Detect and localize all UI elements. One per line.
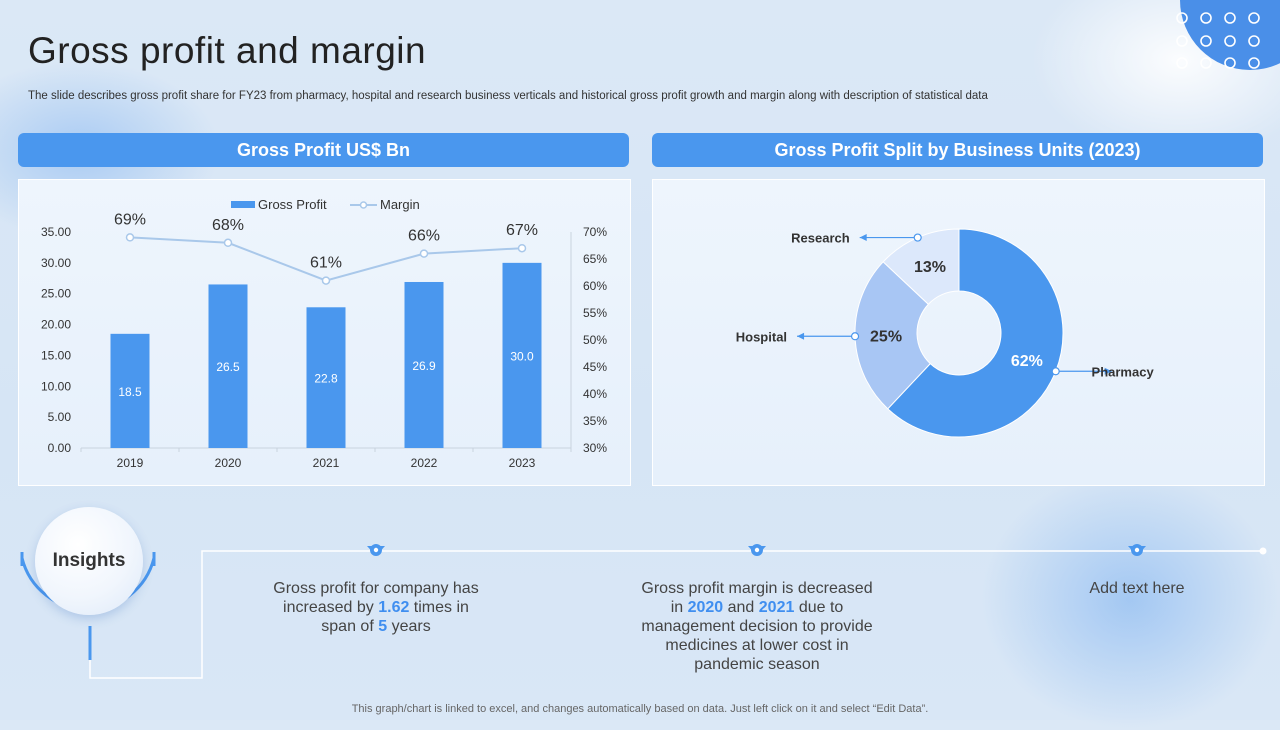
- legend-marker: [359, 201, 368, 209]
- gross-profit-bar[interactable]: [404, 281, 444, 448]
- chart-legend: Gross Profit Margin: [231, 197, 420, 212]
- left-panel-header: Gross Profit US$ Bn: [18, 133, 629, 167]
- margin-value-label: 67%: [506, 222, 538, 239]
- business-split-chart[interactable]: 62% Pharmacy 25% Hospital 13% Research: [653, 180, 1264, 485]
- margin-value-label: 61%: [310, 255, 342, 272]
- y-right-tick-label: 50%: [583, 333, 607, 347]
- slice-value-label: 13%: [914, 259, 946, 276]
- bar-value-label: 30.0: [510, 349, 534, 363]
- donut-slice-pharmacy[interactable]: [887, 228, 1064, 438]
- y-right-tick-label: 65%: [583, 252, 607, 266]
- bar-value-label: 18.5: [118, 385, 142, 399]
- gross-profit-bar[interactable]: [208, 284, 248, 448]
- dot-grid-decoration: [1176, 12, 1260, 69]
- y-left-tick-label: 0.00: [48, 441, 72, 455]
- y-left-tick-label: 35.00: [41, 225, 71, 239]
- margin-point[interactable]: [517, 243, 527, 253]
- right-panel-header: Gross Profit Split by Business Units (20…: [652, 133, 1263, 167]
- insights-timeline: [89, 544, 1267, 679]
- margin-point[interactable]: [223, 238, 233, 248]
- margin-point[interactable]: [125, 233, 135, 242]
- slice-value-label: 62%: [1011, 353, 1043, 370]
- bar-chart-panel: 0.00 5.00 10.00 15.00 20.00 25.00 30.00 35.00 30…: [18, 179, 631, 486]
- bar-value-label: 26.9: [412, 359, 436, 373]
- insight-2: Gross profit margin is decreased in 2020…: [641, 580, 873, 673]
- margin-point[interactable]: [419, 249, 429, 258]
- insight-1: Gross profit for company has increased b…: [273, 580, 479, 635]
- y-left-tick-label: 25.00: [41, 287, 71, 301]
- bar-value-label: 22.8: [314, 372, 338, 386]
- x-tick-label: 2022: [411, 456, 438, 470]
- leader-dot: [913, 233, 922, 242]
- margin-point[interactable]: [321, 276, 331, 285]
- leader-arrow: [797, 332, 805, 340]
- donut-chart-panel: 62% Pharmacy 25% Hospital 13% Research: [652, 179, 1265, 486]
- margin-value-label: 66%: [408, 228, 440, 245]
- x-tick-label: 2020: [215, 456, 242, 470]
- gross-profit-bar[interactable]: [502, 262, 542, 448]
- legend-label-margin: Margin: [380, 197, 420, 212]
- leader-arrow: [1104, 367, 1112, 375]
- gross-profit-bar[interactable]: [306, 307, 346, 448]
- y-right-tick-label: 60%: [583, 279, 607, 293]
- y-left-tick-label: 20.00: [41, 318, 71, 332]
- y-right-tick-label: 35%: [583, 414, 607, 428]
- margin-value-label: 68%: [212, 217, 244, 234]
- footer-note: This graph/chart is linked to excel, and…: [351, 703, 929, 715]
- slice-value-label: 25%: [870, 328, 902, 345]
- donut-slice-research[interactable]: [882, 228, 960, 305]
- leader-arrow: [859, 234, 867, 242]
- gross-profit-bar[interactable]: [110, 333, 150, 448]
- legend-label-gross-profit: Gross Profit: [258, 197, 327, 212]
- y-right-tick-label: 30%: [583, 441, 607, 455]
- y-left-tick-label: 10.00: [41, 379, 71, 393]
- bar-value-label: 26.5: [216, 360, 240, 374]
- gross-profit-chart[interactable]: 0.00 5.00 10.00 15.00 20.00 25.00 30.00 35.00 30…: [19, 180, 630, 485]
- y-right-tick-label: 45%: [583, 360, 607, 374]
- donut-slice-hospital[interactable]: [854, 261, 931, 410]
- slice-category-label: Pharmacy: [1092, 364, 1155, 379]
- y-right-tick-label: 40%: [583, 387, 607, 401]
- y-left-tick-label: 30.00: [41, 256, 71, 270]
- y-right-tick-label: 55%: [583, 306, 607, 320]
- leader-dot: [850, 332, 860, 341]
- slice-category-label: Research: [791, 231, 850, 246]
- insight-3[interactable]: Add text here: [1089, 580, 1185, 597]
- margin-value-label: 69%: [114, 211, 146, 228]
- slice-category-label: Hospital: [736, 329, 787, 344]
- y-right-tick-label: 70%: [583, 225, 607, 239]
- x-tick-label: 2021: [313, 456, 340, 470]
- x-tick-label: 2023: [509, 456, 536, 470]
- page-title: Gross profit and margin: [28, 30, 427, 71]
- insights-label: Insights: [35, 507, 143, 615]
- leader-dot: [1051, 367, 1060, 376]
- x-tick-label: 2019: [117, 456, 144, 470]
- y-left-tick-label: 15.00: [41, 348, 71, 362]
- legend-swatch-bars: [231, 201, 255, 208]
- page-subtitle: The slide describes gross profit share f…: [28, 90, 988, 102]
- y-left-tick-label: 5.00: [48, 410, 72, 424]
